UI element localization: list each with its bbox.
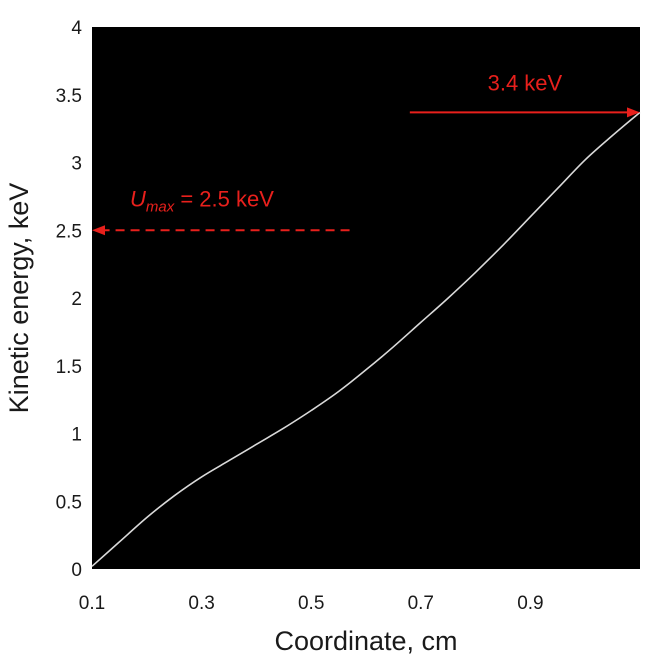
y-tick-label: 3 (71, 154, 82, 175)
x-tick-label: 0.7 (408, 593, 434, 614)
final-arrow-head (627, 107, 640, 118)
y-tick-label: 3.5 (56, 86, 82, 107)
annotation-layer: Umax = 2.5 keV 3.4 keV (92, 70, 640, 236)
y-axis-ticks: 0 0.5 1 1.5 2 2.5 3 3.5 4 (56, 18, 83, 581)
x-tick-label: 0.9 (517, 593, 543, 614)
y-tick-label: 0.5 (56, 492, 82, 513)
x-tick-label: 0.1 (79, 593, 105, 614)
y-tick-label: 2 (71, 289, 82, 310)
plot-area (92, 27, 640, 569)
y-tick-label: 1 (71, 425, 82, 446)
y-axis-label: Kinetic energy, keV (4, 183, 34, 414)
umax-subscript: max (146, 198, 175, 215)
y-tick-label: 4 (71, 18, 82, 39)
final-energy-label: 3.4 keV (488, 70, 563, 95)
y-tick-label: 1.5 (56, 357, 82, 378)
x-tick-label: 0.5 (298, 593, 324, 614)
umax-arrow-head (92, 225, 105, 236)
x-tick-label: 0.3 (188, 593, 214, 614)
umax-value: = 2.5 keV (174, 186, 274, 211)
y-tick-label: 0 (71, 560, 82, 581)
x-axis-ticks: 0.1 0.3 0.5 0.7 0.9 (79, 593, 544, 614)
series-line (91, 111, 641, 567)
series-layer (91, 111, 641, 567)
x-axis-label: Coordinate, cm (274, 626, 457, 656)
umax-annotation-label: Umax = 2.5 keV (130, 186, 274, 215)
umax-symbol: U (130, 186, 146, 211)
y-tick-label: 2.5 (56, 221, 82, 242)
